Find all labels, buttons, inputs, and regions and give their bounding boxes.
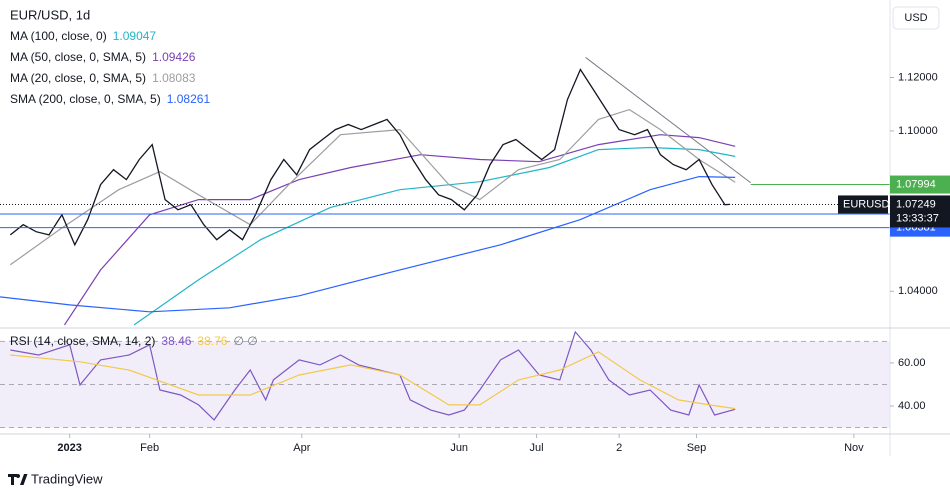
currency-button[interactable] <box>892 6 940 30</box>
legend-entry: MA (20, close, 0, SMA, 5) 1.08083 <box>10 71 196 85</box>
legend-value: 1.08261 <box>167 92 211 106</box>
legend-name: MA (20, close, 0, SMA, 5) <box>10 71 146 85</box>
logo: TradingView <box>8 471 103 486</box>
series-line <box>9 68 731 247</box>
rsi-legend: RSI (14, close, SMA, 14, 2) 38.46 38.76 ∅ ∅ <box>10 334 258 348</box>
pane <box>0 57 751 326</box>
plot-area <box>0 57 890 428</box>
y-tick-label: 1.04000 <box>898 285 938 297</box>
series-line <box>133 146 736 326</box>
y-tick-label: 40.00 <box>898 400 926 412</box>
x-tick-label: Feb <box>140 442 159 454</box>
legend-entry: MA (100, close, 0) 1.09047 <box>10 29 156 43</box>
x-tick-label: Sep <box>687 442 707 454</box>
logo-text: TradingView <box>31 471 103 486</box>
legend-entry: MA (50, close, 0, SMA, 5) 1.09426 <box>10 50 196 64</box>
countdown: 13:33:37 <box>896 212 939 224</box>
currency-label[interactable]: USD <box>904 12 927 24</box>
symbol-label: EURUSD <box>843 198 890 210</box>
legend-extra: ∅ ∅ <box>233 334 257 348</box>
y-tick-label: 1.12000 <box>898 71 938 83</box>
series-line <box>0 175 736 313</box>
legend-name: RSI (14, close, SMA, 14, 2) <box>10 334 155 348</box>
x-tick-label: Jun <box>450 442 468 454</box>
legend-name: MA (50, close, 0, SMA, 5) <box>10 50 146 64</box>
level-label: 1.07994 <box>896 178 936 190</box>
series-line <box>63 134 736 326</box>
chart-title: EUR/USD, 1d <box>10 7 90 22</box>
legend-value: 1.09047 <box>113 29 157 43</box>
legend-name: SMA (200, close, 0, SMA, 5) <box>10 92 161 106</box>
legend-value: 38.46 <box>161 334 191 348</box>
x-tick-label: Nov <box>844 442 864 454</box>
legend-value: 38.76 <box>197 334 227 348</box>
x-tick-label: 2 <box>616 442 622 454</box>
y-tick-label: 1.10000 <box>898 125 938 137</box>
level-tag <box>890 175 950 194</box>
x-tick-label: Apr <box>293 442 310 454</box>
price-label: 1.07249 <box>896 198 936 210</box>
trendline <box>585 57 751 184</box>
legend-value: 1.09426 <box>152 50 196 64</box>
y-tick-label: 60.00 <box>898 357 926 369</box>
price-tag <box>890 195 950 228</box>
series-line <box>9 108 736 266</box>
symbol-tag <box>838 195 888 214</box>
legend-name: MA (100, close, 0) <box>10 29 107 43</box>
legend-entry: SMA (200, close, 0, SMA, 5) 1.08261 <box>10 92 210 106</box>
x-tick-label: Jul <box>530 442 544 454</box>
series-line <box>10 351 736 410</box>
x-tick-label: 2023 <box>57 442 81 454</box>
pane <box>0 330 890 428</box>
legend-value: 1.08083 <box>152 71 196 85</box>
